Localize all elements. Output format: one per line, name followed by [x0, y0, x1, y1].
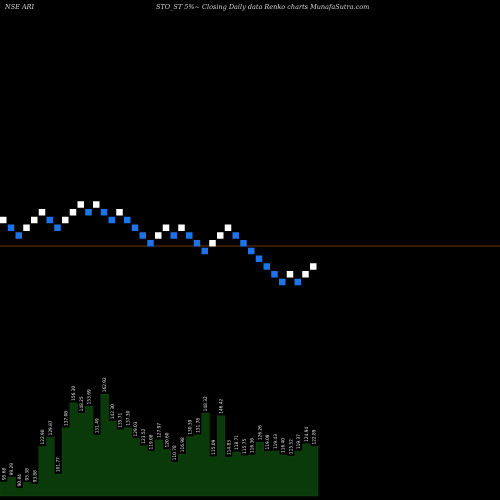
volume-label: 95.38 [25, 468, 31, 481]
renko-brick-up [310, 263, 317, 270]
renko-brick-down [147, 240, 154, 247]
volume-label: 90.84 [17, 474, 23, 487]
renko-brick-down [193, 240, 201, 247]
volume-label: 146.42 [219, 398, 225, 413]
renko-brick-down [240, 240, 247, 247]
renko-brick-down [279, 278, 286, 286]
renko-brick-down [255, 255, 263, 262]
volume-label: 119.08 [149, 434, 155, 449]
renko-brick-down [124, 216, 131, 224]
renko-brick-down [263, 263, 270, 270]
volume-label: 116.36 [250, 438, 256, 453]
volume-label: 110.78 [172, 445, 178, 460]
volume-label: 129.03 [133, 421, 139, 436]
chart-title: STO_ST 5%~ Closing Daily data Renko char… [156, 3, 370, 11]
volume-label: 118.71 [234, 435, 240, 450]
volume-label: 156.30 [71, 386, 77, 401]
renko-bricks [0, 201, 317, 286]
renko-brick-down [294, 278, 301, 286]
volume-label: 148.32 [203, 396, 209, 411]
renko-brick-up [38, 209, 46, 216]
renko-brick-up [116, 209, 123, 216]
renko-brick-down [46, 216, 53, 224]
volume-label: 93.88 [32, 470, 38, 483]
renko-brick-up [286, 271, 294, 278]
volume-label: 119.09 [265, 434, 271, 449]
volume-label: 120.60 [164, 432, 170, 447]
renko-brick-down [108, 216, 115, 224]
volume-label: 116.98 [180, 437, 186, 452]
renko-brick-up [217, 232, 224, 239]
volume-label: 127.97 [157, 423, 163, 438]
volume-label: 101.77 [56, 457, 62, 472]
volume-label: 122.89 [312, 429, 318, 444]
renko-brick-up [93, 201, 100, 208]
volume-label: 137.30 [125, 410, 131, 425]
renko-brick-down [186, 232, 193, 239]
volume-label: 124.94 [304, 427, 310, 442]
volume-label: 142.30 [110, 404, 116, 419]
renko-brick-up [62, 216, 69, 224]
volume-label: 148.25 [79, 396, 85, 411]
renko-brick-up [23, 224, 30, 231]
renko-brick-up [77, 201, 84, 208]
volume-label: 119.37 [296, 434, 302, 449]
renko-brick-down [131, 224, 139, 231]
renko-brick-down [232, 232, 239, 239]
chart-header: NSE ARI STO_ST 5%~ Closing Daily data Re… [0, 0, 500, 14]
renko-brick-up [31, 216, 38, 224]
volume-label: 115.52 [288, 439, 294, 454]
volume-label: 130.39 [188, 419, 194, 434]
renko-brick-up [0, 216, 7, 224]
renko-brick-down [201, 247, 208, 255]
volume-label: 115.75 [242, 439, 248, 454]
volume-area [0, 394, 319, 497]
volume-label: 115.09 [211, 439, 217, 454]
renko-brick-down [15, 232, 22, 239]
renko-brick-up [302, 271, 309, 278]
renko-brick-down [100, 209, 108, 216]
volume-label: 135.71 [118, 412, 124, 427]
volume-label: 119.43 [273, 434, 279, 449]
volume-label: 162.92 [102, 377, 108, 392]
volume-label: 126.26 [257, 425, 263, 440]
renko-brick-up [69, 209, 77, 216]
volume-label: 116.40 [281, 438, 287, 453]
volume-label: 122.90 [40, 429, 46, 444]
volume-label: 137.08 [63, 411, 69, 426]
symbol-label: NSE ARI [5, 3, 35, 11]
renko-brick-down [7, 224, 15, 231]
renko-brick-down [170, 232, 177, 239]
renko-brick-down [248, 247, 255, 255]
volume-label: 129.87 [48, 420, 54, 435]
volume-label: 99.29 [9, 463, 15, 476]
volume-label: 123.52 [141, 428, 147, 443]
renko-brick-up [178, 224, 185, 231]
renko-brick-down [271, 271, 278, 278]
renko-brick-down [139, 232, 146, 239]
renko-brick-up [224, 224, 232, 231]
volume-label: 153.69 [87, 389, 93, 404]
renko-brick-up [155, 232, 162, 239]
renko-brick-down [85, 209, 92, 216]
volume-label: 95.68 [1, 467, 7, 480]
renko-brick-up [162, 224, 170, 231]
renko-brick-up [209, 240, 216, 247]
renko-brick-down [54, 224, 61, 231]
volume-label: 114.83 [226, 440, 232, 455]
volume-label: 131.78 [195, 418, 201, 433]
volume-label: 131.49 [94, 418, 100, 433]
